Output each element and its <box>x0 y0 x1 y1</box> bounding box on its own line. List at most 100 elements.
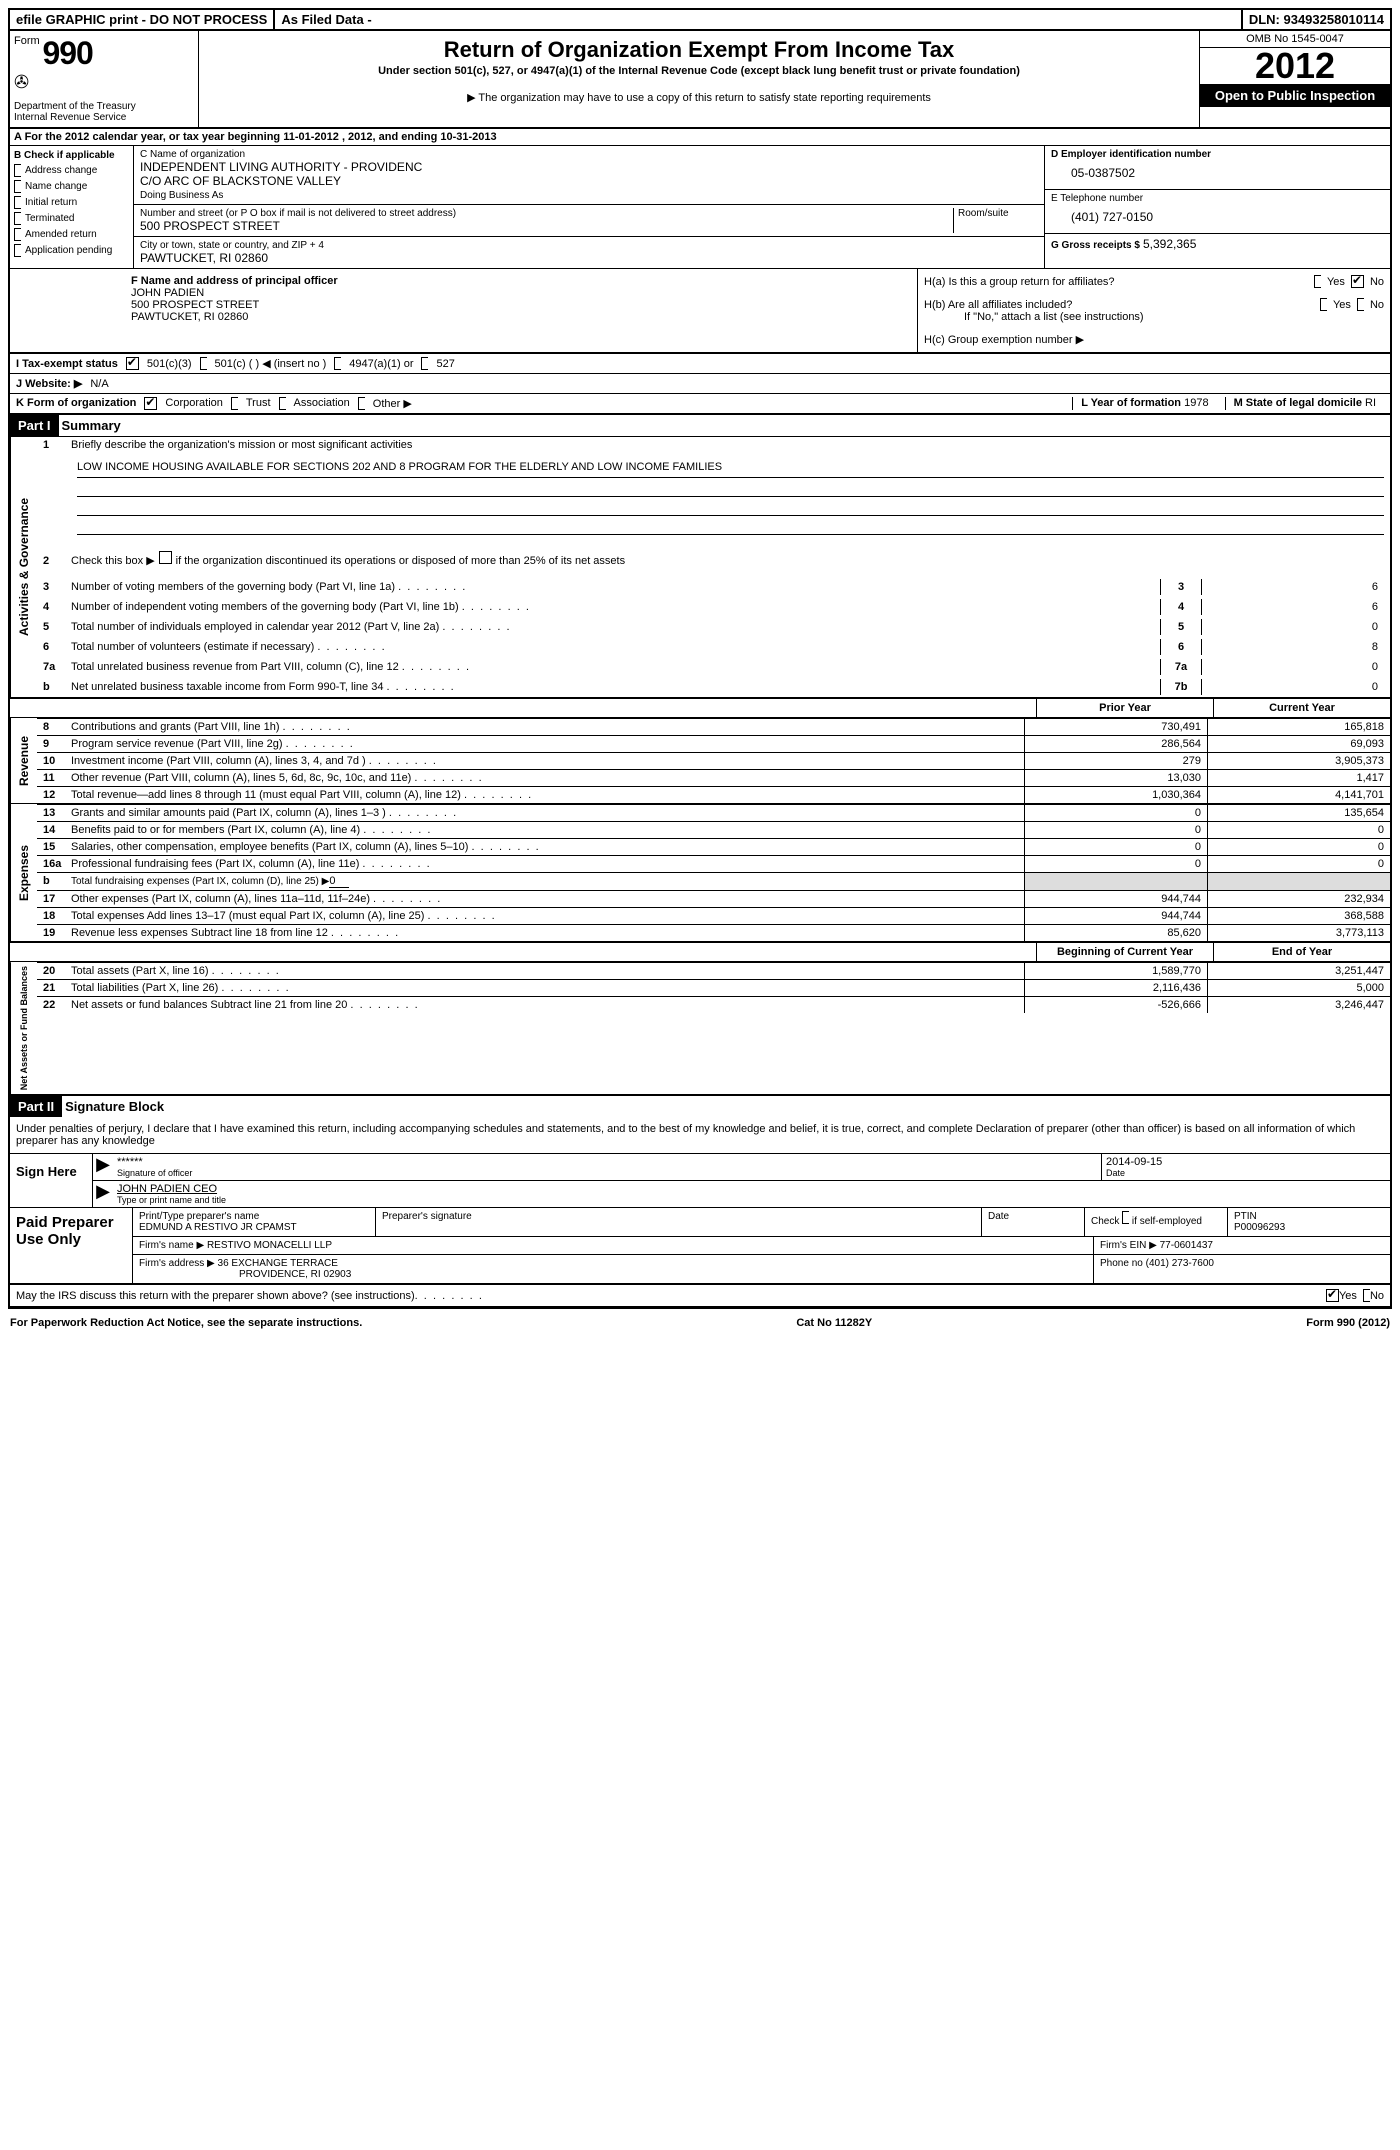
boy-header: Beginning of Current Year <box>1036 943 1213 961</box>
org-name-label: C Name of organization <box>140 149 1038 160</box>
ag-line-6: 6Total number of volunteers (estimate if… <box>37 637 1390 657</box>
cb-501c3[interactable] <box>126 357 139 370</box>
header-right: OMB No 1545-0047 2012 Open to Public Ins… <box>1200 31 1390 127</box>
officer-addr1: 500 PROSPECT STREET <box>131 299 911 311</box>
dba-label: Doing Business As <box>140 190 1038 201</box>
ag-line-5: 5Total number of individuals employed in… <box>37 617 1390 637</box>
mission: LOW INCOME HOUSING AVAILABLE FOR SECTION… <box>77 459 1384 478</box>
ag-line-3: 3Number of voting members of the governi… <box>37 577 1390 597</box>
room-label: Room/suite <box>958 208 1038 219</box>
box-deg: D Employer identification number 05-0387… <box>1044 146 1390 268</box>
cb-app-pending[interactable]: Application pending <box>25 245 112 256</box>
cb-amended[interactable]: Amended return <box>25 229 97 240</box>
sign-here-label: Sign Here <box>10 1154 93 1207</box>
hc-label: H(c) Group exemption number ▶ <box>924 333 1384 346</box>
ag-line-b: bNet unrelated business taxable income f… <box>37 677 1390 697</box>
form-number: 990 <box>42 35 92 71</box>
gross-label: G Gross receipts $ <box>1051 240 1140 251</box>
form-title: Return of Organization Exempt From Incom… <box>203 37 1195 63</box>
tax-year: 2012 <box>1200 48 1390 84</box>
cb-corp[interactable] <box>144 397 157 410</box>
efile-notice: efile GRAPHIC print - DO NOT PROCESS <box>10 10 275 29</box>
tax-exempt-label: I Tax-exempt status <box>16 358 118 370</box>
cb-address-change[interactable]: Address change <box>25 165 97 176</box>
section-net-assets: Net Assets or Fund Balances 20Total asse… <box>10 962 1390 1096</box>
page-footer: For Paperwork Reduction Act Notice, see … <box>8 1309 1392 1329</box>
line-17: 17Other expenses (Part IX, column (A), l… <box>37 890 1390 907</box>
part-ii-header: Part II Signature Block <box>10 1096 1390 1117</box>
preparer-name: EDMUND A RESTIVO JR CPAMST <box>139 1222 369 1233</box>
side-net-assets: Net Assets or Fund Balances <box>10 962 37 1094</box>
cb-discuss-yes[interactable] <box>1326 1289 1339 1302</box>
hb-note: If "No," attach a list (see instructions… <box>924 311 1384 323</box>
form-org-label: K Form of organization <box>16 397 136 410</box>
line-20: 20Total assets (Part X, line 16)1,589,77… <box>37 962 1390 979</box>
city-label: City or town, state or country, and ZIP … <box>140 240 1038 251</box>
firm-addr1: 36 EXCHANGE TERRACE <box>218 1258 338 1269</box>
boy-eoy-header: Beginning of Current Year End of Year <box>10 942 1390 962</box>
line-21: 21Total liabilities (Part X, line 26)2,1… <box>37 979 1390 996</box>
box-c: C Name of organization INDEPENDENT LIVIN… <box>134 146 1044 268</box>
officer-label: F Name and address of principal officer <box>131 275 911 287</box>
phone: (401) 727-0150 <box>1051 204 1384 230</box>
line-10: 10Investment income (Part VIII, column (… <box>37 752 1390 769</box>
dln: DLN: 93493258010114 <box>1243 10 1390 29</box>
prior-current-header: Prior Year Current Year <box>10 698 1390 718</box>
part-i-title: Summary <box>59 415 124 436</box>
officer-printed-name: JOHN PADIEN CEO <box>117 1183 1386 1195</box>
line-16a: 16aProfessional fundraising fees (Part I… <box>37 855 1390 872</box>
officer-name: JOHN PADIEN <box>131 287 911 299</box>
cb-initial-return[interactable]: Initial return <box>25 197 77 208</box>
firm-phone: (401) 273-7600 <box>1146 1258 1214 1269</box>
firm-ein: 77-0601437 <box>1160 1240 1213 1251</box>
section-activities: Activities & Governance 1Briefly describ… <box>10 436 1390 698</box>
cat-number: Cat No 11282Y <box>796 1317 872 1329</box>
gross-receipts: 5,392,365 <box>1143 237 1196 251</box>
ha-no-checkbox[interactable] <box>1351 275 1364 288</box>
line-18: 18Total expenses Add lines 13–17 (must e… <box>37 907 1390 924</box>
phone-label: E Telephone number <box>1051 193 1384 204</box>
city: PAWTUCKET, RI 02860 <box>140 251 1038 265</box>
hb-label: H(b) Are all affiliates included? <box>924 299 1314 311</box>
line-22: 22Net assets or fund balances Subtract l… <box>37 996 1390 1013</box>
website: N/A <box>90 378 108 390</box>
cb-name-change[interactable]: Name change <box>25 181 87 192</box>
discuss-row: May the IRS discuss this return with the… <box>10 1285 1390 1307</box>
side-revenue: Revenue <box>10 718 37 803</box>
part-i-badge: Part I <box>10 415 59 436</box>
firm-addr2: PROVIDENCE, RI 02903 <box>139 1269 1087 1280</box>
cb-discontinued[interactable] <box>159 551 172 564</box>
part-ii-badge: Part II <box>10 1096 62 1117</box>
dln-label: DLN: <box>1249 12 1280 27</box>
line-19: 19Revenue less expenses Subtract line 18… <box>37 924 1390 941</box>
org-name: INDEPENDENT LIVING AUTHORITY - PROVIDENC <box>140 160 1038 174</box>
box-b-title: B Check if applicable <box>14 150 129 161</box>
form-note: ▶ The organization may have to use a cop… <box>203 91 1195 104</box>
line-13: 13Grants and similar amounts paid (Part … <box>37 804 1390 821</box>
dept-treasury: Department of the Treasury <box>14 101 194 112</box>
dln-value: 93493258010114 <box>1283 12 1384 27</box>
form-subtitle: Under section 501(c), 527, or 4947(a)(1)… <box>203 65 1195 77</box>
cb-terminated[interactable]: Terminated <box>25 213 74 224</box>
ptin: P00096293 <box>1234 1222 1384 1233</box>
perjury-declaration: Under penalties of perjury, I declare th… <box>10 1117 1390 1154</box>
firm-name: RESTIVO MONACELLI LLP <box>207 1240 332 1251</box>
org-co: C/O ARC OF BLACKSTONE VALLEY <box>140 174 1038 188</box>
as-filed: As Filed Data - <box>275 10 1242 29</box>
row-j: J Website: ▶ N/A <box>10 374 1390 394</box>
ag-line-4: 4Number of independent voting members of… <box>37 597 1390 617</box>
section-expenses: Expenses 13Grants and similar amounts pa… <box>10 804 1390 942</box>
form-page-label: Form 990 (2012) <box>1306 1317 1390 1329</box>
year-formation: 1978 <box>1184 397 1208 409</box>
street: 500 PROSPECT STREET <box>140 219 953 233</box>
ein: 05-0387502 <box>1051 160 1384 186</box>
form-990: efile GRAPHIC print - DO NOT PROCESS As … <box>8 8 1392 1309</box>
prior-year-header: Prior Year <box>1036 699 1213 717</box>
line-9: 9Program service revenue (Part VIII, lin… <box>37 735 1390 752</box>
box-f: F Name and address of principal officer … <box>125 269 918 352</box>
eoy-header: End of Year <box>1213 943 1390 961</box>
officer-addr2: PAWTUCKET, RI 02860 <box>131 311 911 323</box>
header-left: Form 990 ✇ Department of the Treasury In… <box>10 31 199 127</box>
website-label: J Website: ▶ <box>16 377 82 390</box>
line-16b: b Total fundraising expenses (Part IX, c… <box>37 872 1390 890</box>
